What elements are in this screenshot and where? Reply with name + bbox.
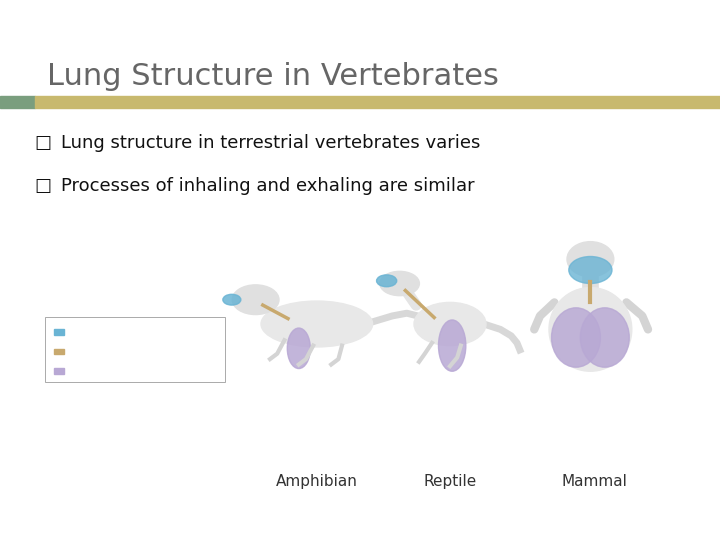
Bar bbox=[35, 96, 720, 108]
Bar bbox=[0, 96, 35, 108]
Text: Trachea: Trachea bbox=[67, 347, 111, 356]
Text: Amphibian: Amphibian bbox=[276, 474, 358, 489]
Text: Lung structure in terrestrial vertebrates varies: Lung structure in terrestrial vertebrate… bbox=[61, 134, 480, 152]
Ellipse shape bbox=[549, 287, 632, 372]
Text: Lung: Lung bbox=[67, 366, 94, 376]
Ellipse shape bbox=[580, 308, 629, 367]
Bar bbox=[54, 329, 64, 335]
Ellipse shape bbox=[552, 308, 600, 367]
Text: Mammal: Mammal bbox=[561, 474, 627, 489]
Text: Processes of inhaling and exhaling are similar: Processes of inhaling and exhaling are s… bbox=[61, 177, 474, 195]
Bar bbox=[54, 368, 64, 374]
Ellipse shape bbox=[232, 285, 279, 314]
FancyBboxPatch shape bbox=[45, 317, 225, 382]
Bar bbox=[54, 349, 64, 354]
Text: □: □ bbox=[35, 177, 52, 195]
Ellipse shape bbox=[377, 275, 397, 287]
Ellipse shape bbox=[380, 271, 419, 296]
Ellipse shape bbox=[223, 294, 240, 305]
Ellipse shape bbox=[261, 301, 373, 347]
Ellipse shape bbox=[569, 256, 612, 284]
Text: □: □ bbox=[35, 134, 52, 152]
Ellipse shape bbox=[438, 320, 466, 372]
Text: Lung Structure in Vertebrates: Lung Structure in Vertebrates bbox=[47, 62, 499, 91]
Text: Nostrils, mouth, and throat: Nostrils, mouth, and throat bbox=[67, 327, 217, 337]
Text: Reptile: Reptile bbox=[423, 474, 477, 489]
Ellipse shape bbox=[414, 302, 486, 346]
Ellipse shape bbox=[567, 241, 613, 276]
Ellipse shape bbox=[287, 328, 310, 368]
